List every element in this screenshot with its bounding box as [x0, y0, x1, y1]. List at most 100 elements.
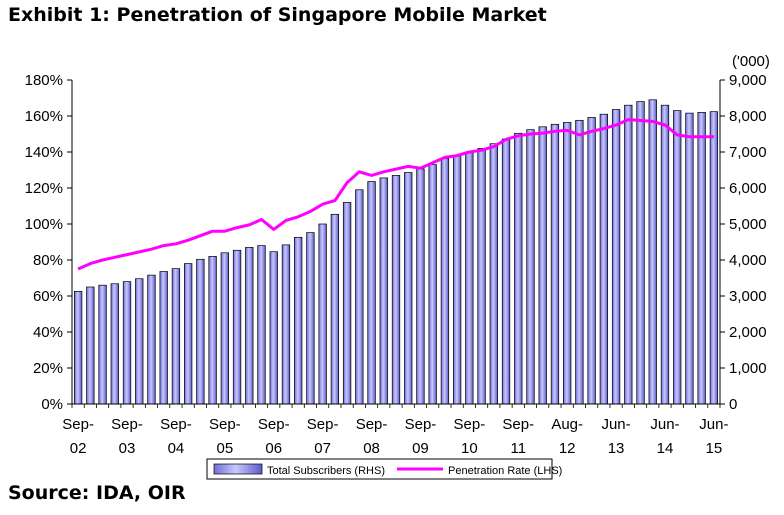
bar-total-subscribers	[245, 247, 254, 405]
legend-label-penetration-rate: Penetration Rate (LHS)	[448, 465, 562, 477]
x-tick-label: 12	[559, 440, 576, 457]
x-tick-label: Sep-	[62, 416, 94, 433]
x-tick-label: 04	[168, 440, 185, 457]
bar-total-subscribers	[685, 112, 694, 405]
x-tick-label: 07	[314, 440, 331, 457]
bar-total-subscribers	[220, 252, 229, 405]
bar-total-subscribers	[355, 189, 364, 405]
bar-total-subscribers	[86, 286, 95, 405]
right-tick-label: 2,000	[729, 324, 767, 341]
bar-total-subscribers	[428, 164, 437, 405]
x-tick-label: 02	[70, 440, 87, 457]
bar-total-subscribers	[184, 263, 193, 405]
bar-total-subscribers	[379, 177, 388, 405]
right-tick-label: 6,000	[729, 180, 767, 197]
x-tick-label: Aug-	[551, 416, 583, 433]
bar-total-subscribers	[636, 101, 645, 405]
bar-total-subscribers	[367, 181, 376, 405]
bar-total-subscribers	[122, 281, 132, 405]
bar-total-subscribers	[294, 236, 303, 405]
bar-total-subscribers	[416, 168, 425, 405]
x-tick-label: Sep-	[405, 416, 437, 433]
bar-total-subscribers	[404, 172, 413, 405]
bar-total-subscribers	[135, 278, 144, 405]
x-tick-label: 15	[706, 440, 723, 457]
x-tick-label: Sep-	[209, 416, 241, 433]
right-tick-label: 9,000	[729, 72, 767, 89]
legend-box	[206, 458, 553, 480]
right-tick-label: 8,000	[729, 108, 767, 125]
chart-title: Exhibit 1: Penetration of Singapore Mobi…	[8, 4, 547, 26]
bar-total-subscribers	[563, 122, 572, 405]
x-tick-label: Sep-	[454, 416, 486, 433]
legend: Total Subscribers (RHS) Penetration Rate …	[206, 458, 562, 480]
left-tick-label: 60%	[33, 288, 63, 305]
x-tick-label: 06	[265, 440, 282, 457]
bar-total-subscribers	[330, 213, 340, 405]
line-layer	[77, 118, 714, 271]
bar-total-subscribers	[257, 245, 266, 405]
bar-total-subscribers	[477, 148, 486, 405]
x-tick-label: 08	[363, 440, 380, 457]
axes-layer	[67, 79, 725, 408]
x-tick-label: Sep-	[111, 416, 143, 433]
right-tick-label: 1,000	[729, 360, 767, 377]
right-tick-label: 7,000	[729, 144, 767, 161]
left-tick-label: 180%	[25, 72, 63, 89]
x-tick-label: Sep-	[258, 416, 290, 433]
bar-total-subscribers	[538, 126, 547, 405]
bar-total-subscribers	[147, 274, 156, 405]
bar-total-subscribers	[648, 99, 657, 405]
bar-total-subscribers	[465, 151, 474, 405]
labels-layer: 0% 0 20% 1,000 40% 2,000 60% 3,000 80% 4,000 100% 5…	[25, 53, 770, 457]
x-tick-label: 09	[412, 440, 429, 457]
left-tick-label: 100%	[25, 216, 63, 233]
legend-swatch-total-subscribers	[213, 463, 263, 475]
left-tick-label: 20%	[33, 360, 63, 377]
left-tick-label: 140%	[25, 144, 63, 161]
line-penetration-rate	[77, 118, 714, 271]
bar-total-subscribers	[232, 249, 242, 405]
bar-total-subscribers	[391, 175, 401, 405]
bar-total-subscribers	[587, 117, 596, 405]
bar-total-subscribers	[660, 104, 670, 405]
bar-total-subscribers	[440, 158, 450, 405]
x-tick-label: 03	[119, 440, 136, 457]
bar-total-subscribers	[550, 123, 560, 405]
left-tick-label: 0%	[41, 396, 63, 413]
bar-total-subscribers	[526, 129, 535, 405]
bar-total-subscribers	[599, 113, 608, 405]
bar-total-subscribers	[98, 284, 107, 405]
bar-total-subscribers	[73, 290, 83, 405]
bar-total-subscribers	[709, 111, 719, 405]
right-tick-label: 3,000	[729, 288, 767, 305]
left-tick-label: 40%	[33, 324, 63, 341]
bar-total-subscribers	[575, 119, 584, 405]
x-tick-label: 14	[657, 440, 674, 457]
bar-total-subscribers	[110, 283, 119, 405]
left-tick-label: 160%	[25, 108, 63, 125]
bar-total-subscribers	[306, 232, 315, 405]
bar-total-subscribers	[501, 138, 511, 405]
left-tick-label: 120%	[25, 180, 63, 197]
bar-total-subscribers	[208, 256, 217, 405]
bar-total-subscribers	[281, 244, 291, 405]
bar-total-subscribers	[196, 258, 205, 405]
right-tick-label: 0	[729, 396, 737, 413]
left-tick-label: 80%	[33, 252, 63, 269]
x-tick-label: Sep-	[356, 416, 388, 433]
source-note: Source: IDA, OIR	[8, 482, 186, 504]
right-tick-label: 4,000	[729, 252, 767, 269]
right-tick-label: 5,000	[729, 216, 767, 233]
bar-total-subscribers	[611, 109, 621, 405]
bar-total-subscribers	[342, 202, 352, 405]
bar-total-subscribers	[697, 112, 706, 405]
bar-total-subscribers	[514, 132, 523, 405]
x-tick-label: 10	[461, 440, 478, 457]
bar-total-subscribers	[624, 104, 633, 405]
bar-total-subscribers	[269, 251, 278, 405]
x-tick-label: 11	[510, 440, 526, 457]
right-axis-unit-label: ('000)	[732, 53, 770, 70]
bar-total-subscribers	[171, 268, 181, 405]
